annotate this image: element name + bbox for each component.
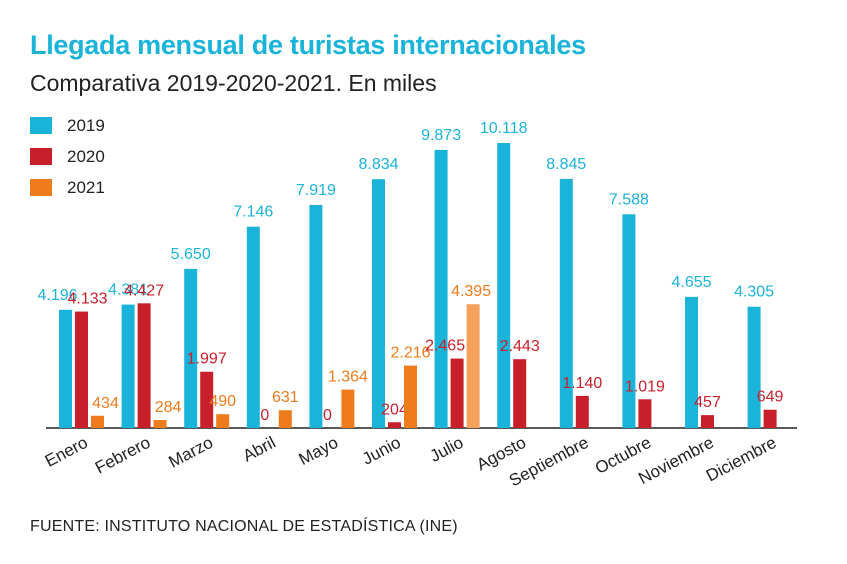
- bar-2019-febrero: [121, 304, 135, 428]
- value-label-2021-abril: 631: [272, 389, 299, 406]
- bar-2019-julio: [434, 149, 448, 428]
- value-label-2020-octubre: 1.019: [625, 378, 665, 395]
- bar-2019-octubre: [622, 214, 636, 428]
- value-label-2019-octubre: 7.588: [609, 191, 649, 208]
- bar-2020-enero: [75, 311, 88, 428]
- bar-2021-marzo: [216, 414, 230, 428]
- bar-2019-abril: [246, 226, 260, 428]
- bar-2021-febrero: [153, 420, 167, 428]
- category-label-junio: Junio: [359, 433, 404, 469]
- bar-2019-noviembre: [685, 296, 698, 428]
- bar-2021-enero: [91, 415, 104, 428]
- bar-2019-junio: [372, 179, 385, 428]
- value-label-2019-agosto: 10.118: [480, 120, 528, 137]
- value-label-2021-mayo: 1.364: [328, 369, 368, 386]
- category-label-enero: Enero: [42, 433, 91, 471]
- bar-2020-junio: [388, 422, 401, 428]
- legend-swatch-2021: [30, 179, 52, 196]
- bar-2020-noviembre: [701, 415, 714, 428]
- category-label-mayo: Mayo: [296, 433, 342, 469]
- legend-label-2019: 2019: [67, 116, 105, 135]
- category-label-abril: Abril: [240, 433, 279, 466]
- value-label-2019-julio: 9.873: [421, 127, 461, 144]
- bar-2020-diciembre: [763, 409, 777, 428]
- legend-swatch-2020: [30, 148, 52, 165]
- bar-2019-agosto: [497, 143, 511, 428]
- bar-2019-enero: [59, 309, 72, 428]
- bar-2020-agosto: [513, 359, 527, 428]
- bar-2021-julio: [466, 304, 480, 428]
- value-label-2019-mayo: 7.919: [296, 182, 336, 199]
- chart-subtitle: Comparativa 2019-2020-2021. En miles: [30, 70, 437, 96]
- value-label-2019-febrero: 4.381: [108, 282, 148, 299]
- bar-2019-septiembre: [559, 178, 573, 428]
- category-label-julio: Julio: [427, 433, 467, 466]
- value-label-2019-marzo: 5.650: [171, 246, 211, 263]
- source-note: FUENTE: INSTITUTO NACIONAL DE ESTADÍSTIC…: [30, 518, 458, 535]
- category-label-diciembre: Diciembre: [703, 433, 779, 486]
- value-label-2021-febrero: 284: [155, 399, 182, 416]
- value-label-2019-noviembre: 4.655: [671, 274, 711, 291]
- value-label-2020-mayo: 0: [323, 407, 332, 424]
- value-label-2020-noviembre: 457: [694, 394, 721, 411]
- value-label-2020-septiembre: 1.140: [562, 375, 602, 392]
- value-label-2021-enero: 434: [92, 395, 119, 412]
- bar-2020-septiembre: [575, 395, 589, 428]
- value-label-2021-julio: 4.395: [451, 283, 491, 300]
- bar-2020-febrero: [137, 303, 151, 428]
- category-label-febrero: Febrero: [92, 433, 153, 478]
- value-label-2019-septiembre: 8.845: [546, 156, 586, 173]
- value-label-2019-enero: 4.196: [37, 287, 77, 304]
- value-label-2020-abril: 0: [260, 407, 269, 424]
- value-label-2020-agosto: 2.443: [500, 338, 540, 355]
- value-label-2019-abril: 7.146: [233, 204, 273, 221]
- value-label-2020-febrero: 4.427: [124, 282, 164, 299]
- value-label-2020-enero: 4.133: [67, 291, 107, 308]
- value-label-2019-diciembre: 4.305: [734, 284, 774, 301]
- bar-2020-julio: [450, 358, 464, 428]
- bar-2019-diciembre: [747, 306, 761, 428]
- value-label-2020-junio: 204: [381, 401, 408, 418]
- category-label-marzo: Marzo: [165, 433, 216, 472]
- legend-label-2020: 2020: [67, 147, 105, 166]
- bar-2019-marzo: [184, 268, 198, 428]
- bar-2021-mayo: [341, 389, 355, 428]
- bar-2020-octubre: [638, 399, 652, 428]
- value-label-2019-junio: 8.834: [358, 156, 398, 173]
- value-label-2020-diciembre: 649: [757, 389, 784, 406]
- value-label-2021-marzo: 490: [209, 393, 236, 410]
- bar-2019-mayo: [309, 204, 323, 428]
- chart-title: Llegada mensual de turistas internaciona…: [30, 30, 586, 60]
- value-label-2020-julio: 2.465: [425, 338, 465, 355]
- legend-label-2021: 2021: [67, 178, 105, 197]
- bar-2020-marzo: [200, 371, 214, 428]
- value-label-2021-junio: 2.216: [390, 345, 430, 362]
- legend-swatch-2019: [30, 117, 52, 134]
- bar-2021-abril: [278, 410, 292, 428]
- value-label-2020-marzo: 1.997: [187, 351, 227, 368]
- bar-2021-junio: [404, 365, 417, 428]
